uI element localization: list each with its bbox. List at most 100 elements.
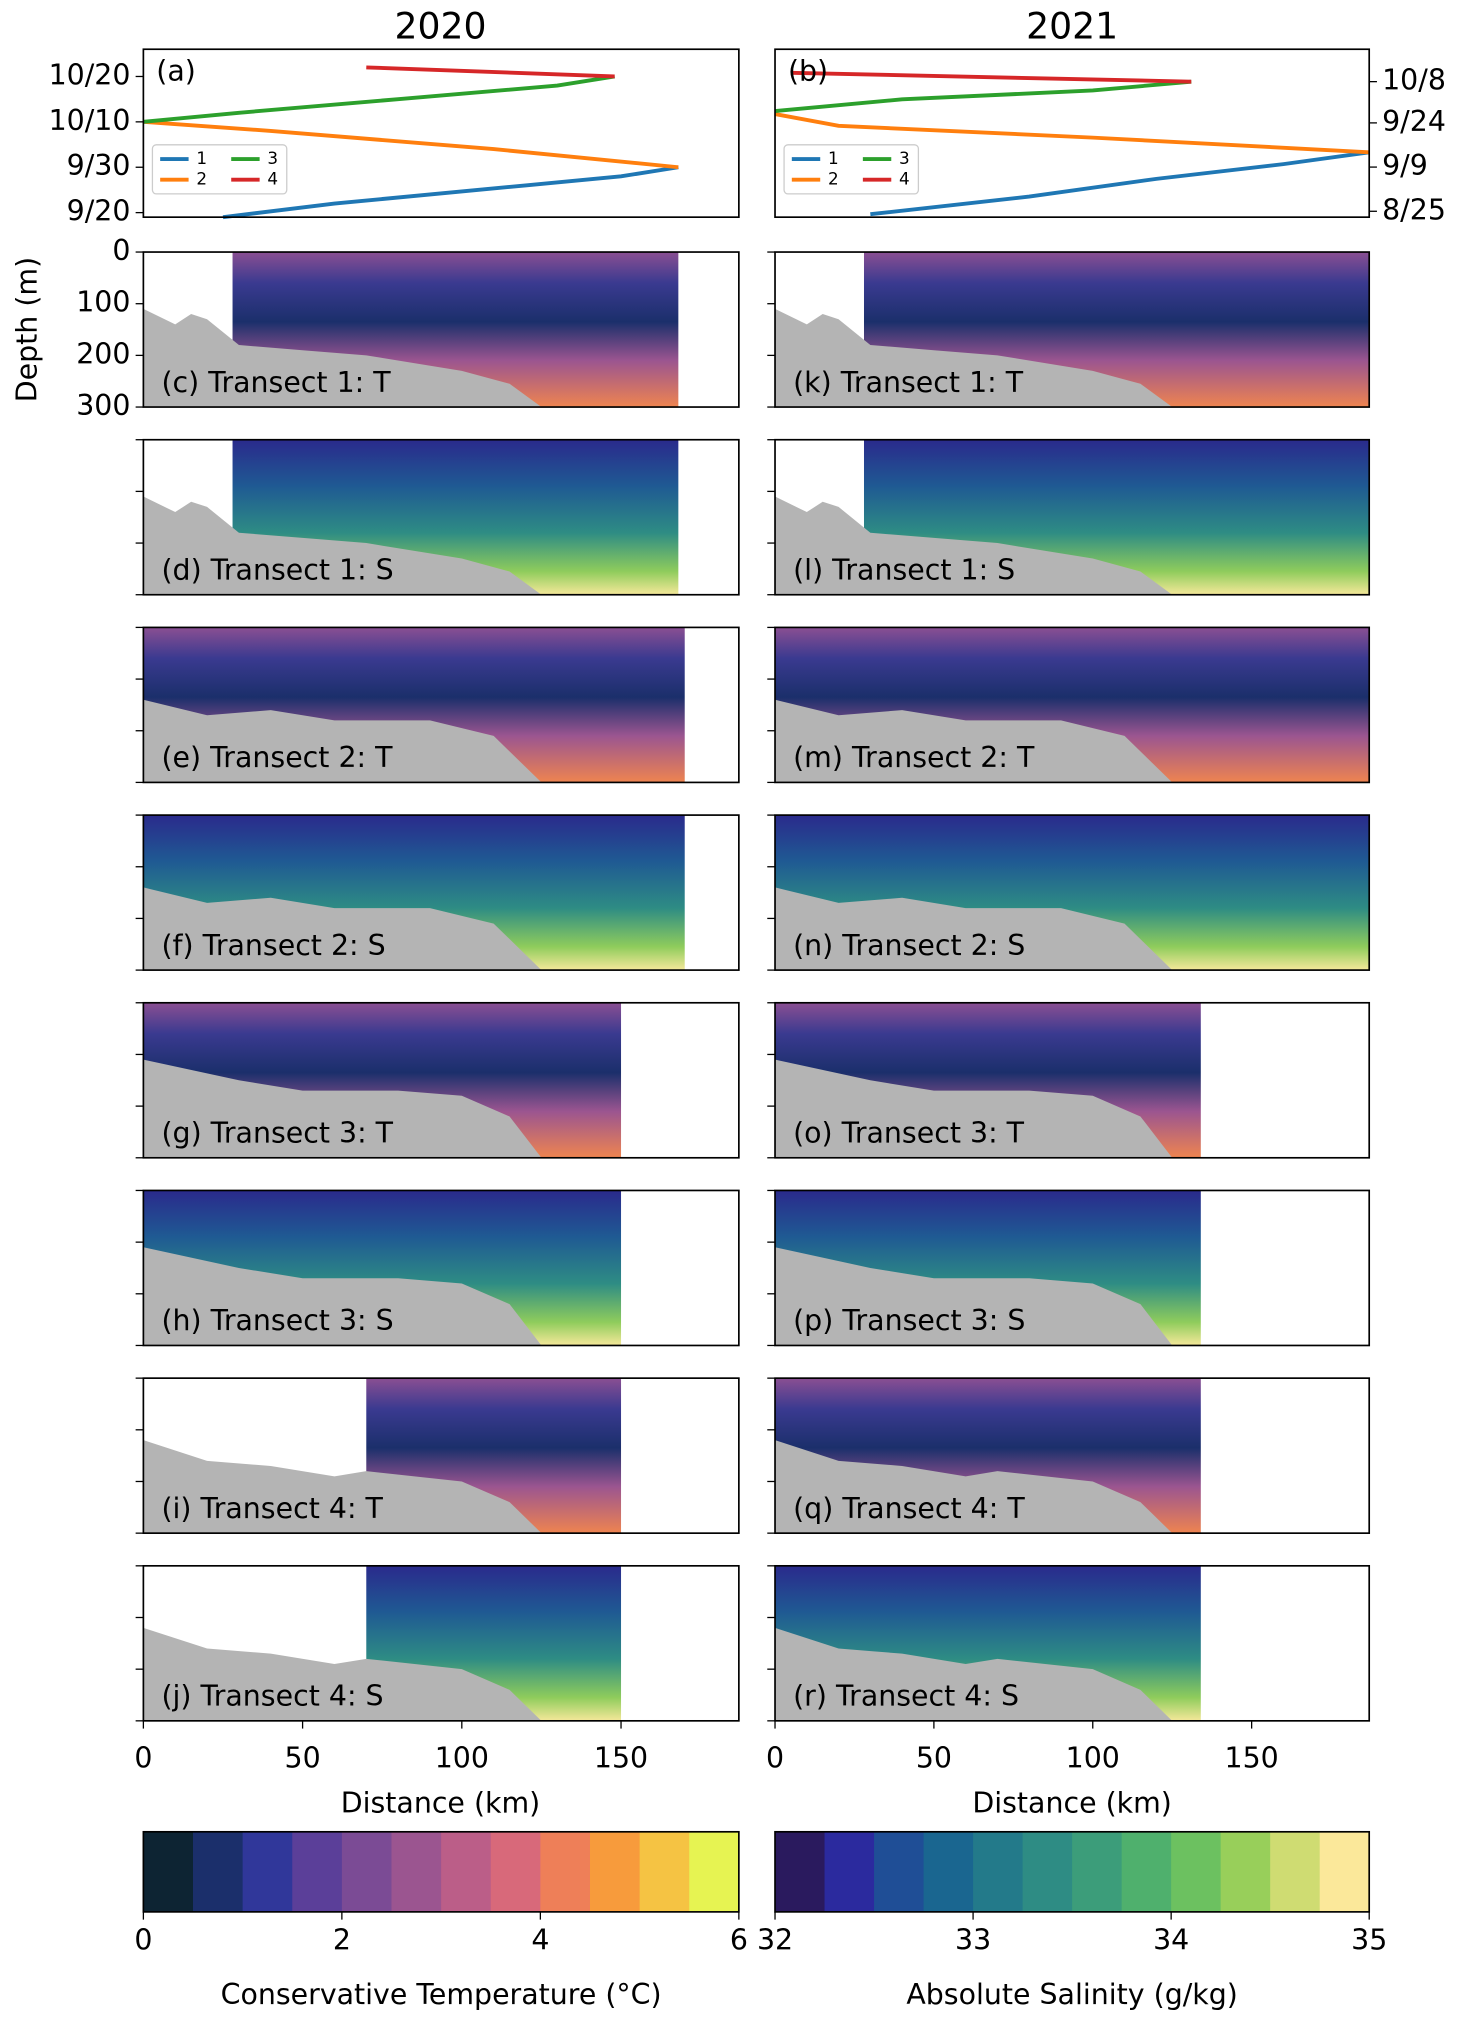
colorbar-frame: [142, 1830, 740, 1913]
colorbar-tick-label: 4: [531, 1924, 549, 1957]
legend-label: 3: [267, 148, 278, 168]
panel-label: (d) Transect 1: S: [161, 553, 393, 586]
x-axis-label: Distance (km): [341, 1787, 541, 1820]
y-tick-label: 200: [76, 337, 130, 370]
seafloor: [143, 1059, 542, 1158]
y-tick-label: 9/9: [1382, 149, 1428, 182]
colorbar-bin: [1220, 1831, 1271, 1912]
seafloor: [775, 887, 1173, 971]
legend-label: 2: [828, 169, 839, 189]
series-line: [790, 70, 1192, 84]
colorbar-tick-label: 2: [333, 1924, 351, 1957]
x-tick-label: 50: [916, 1742, 952, 1775]
series-line: [366, 65, 615, 79]
seafloor: [775, 496, 1173, 595]
plot-frame: [774, 438, 1371, 596]
panel-label: (e) Transect 2: T: [161, 741, 393, 774]
colorbar-bin: [143, 1831, 194, 1912]
series-line: [774, 112, 1370, 155]
plot-frame: [142, 1564, 740, 1722]
y-tick-label: 10/20: [49, 58, 131, 91]
colorbar-tick-label: 6: [730, 1924, 748, 1957]
seafloor: [775, 699, 1173, 783]
y-tick-label: 8/25: [1382, 193, 1446, 226]
colorbar-bin: [341, 1831, 393, 1912]
plot-frame: [774, 1001, 1371, 1159]
plot-frame: [774, 251, 1371, 408]
x-tick-label: 100: [435, 1742, 489, 1775]
seafloor: [143, 496, 542, 595]
x-tick-label: 0: [134, 1742, 152, 1775]
panel-label: (o) Transect 3: T: [793, 1117, 1025, 1150]
colorbar-bin: [1022, 1831, 1073, 1912]
y-tick-label: 300: [76, 389, 130, 422]
y-tick-label: 9/30: [67, 149, 131, 182]
colorbar-bin: [824, 1831, 875, 1912]
colorbar-bin: [490, 1831, 542, 1912]
colorbar-tick-label: 35: [1351, 1924, 1387, 1957]
plot-frame: [774, 1377, 1371, 1534]
series-line: [870, 150, 1370, 217]
colorbar-frame: [774, 1830, 1371, 1913]
plot-frame: [774, 48, 1371, 219]
colorbar-label: Absolute Salinity (g/kg): [906, 1978, 1238, 2011]
y-tick-label: 10/8: [1382, 64, 1446, 97]
colorbar-bin: [689, 1831, 740, 1912]
colorbar-bin: [292, 1831, 343, 1912]
legend-label: 2: [196, 169, 207, 189]
colorbar-bin: [441, 1831, 492, 1912]
colorbar-label: Conservative Temperature (°C): [221, 1978, 662, 2011]
seafloor: [775, 308, 1173, 408]
panel-label: (l) Transect 1: S: [793, 553, 1015, 586]
plot-frame: [142, 438, 740, 596]
colorbar-bin: [589, 1831, 641, 1912]
seafloor: [143, 699, 542, 783]
panel-label: (p) Transect 3: S: [793, 1304, 1025, 1337]
panel-label: (k) Transect 1: T: [793, 366, 1024, 399]
colorbar-bin: [775, 1831, 826, 1912]
panel-label: (m) Transect 2: T: [793, 741, 1035, 774]
colorbar-bin: [1121, 1831, 1172, 1912]
colorbar-bin: [242, 1831, 293, 1912]
colorbar-tick-label: 32: [757, 1924, 793, 1957]
colorbar-bin: [639, 1831, 690, 1912]
plot-frame: [142, 814, 740, 971]
column-title: 2021: [1026, 5, 1118, 48]
x-tick-label: 150: [594, 1742, 648, 1775]
y-tick-label: 100: [76, 286, 130, 319]
seafloor: [143, 1440, 542, 1534]
colorbar-bin: [540, 1831, 591, 1912]
legend-label: 4: [267, 169, 278, 189]
panel-label: (f) Transect 2: S: [161, 929, 385, 962]
panel-label: (h) Transect 3: S: [161, 1304, 393, 1337]
y-tick-label: 10/10: [49, 104, 131, 137]
panel-label: (b): [788, 54, 828, 87]
plot-frame: [774, 1564, 1371, 1722]
seafloor: [143, 887, 542, 971]
column-title: 2020: [394, 5, 486, 48]
panel-label: (r) Transect 4: S: [793, 1680, 1019, 1713]
legend-label: 4: [899, 169, 910, 189]
plot-frame: [774, 626, 1371, 784]
panel-label: (q) Transect 4: T: [793, 1492, 1025, 1525]
seafloor: [775, 1627, 1173, 1721]
colorbar-tick-label: 34: [1153, 1924, 1189, 1957]
legend-label: 1: [196, 148, 207, 168]
plot-frame: [142, 1189, 740, 1347]
x-tick-label: 100: [1066, 1742, 1120, 1775]
x-tick-label: 50: [285, 1742, 321, 1775]
colorbar-bin: [391, 1831, 442, 1912]
panel-label: (j) Transect 4: S: [161, 1680, 383, 1713]
y-axis-label: Depth (m): [10, 257, 43, 402]
colorbar-tick-label: 0: [134, 1924, 152, 1957]
plot-frame: [142, 1377, 740, 1534]
plot-frame: [774, 814, 1371, 971]
seafloor: [775, 1440, 1173, 1534]
colorbar-bin: [973, 1831, 1024, 1912]
legend-label: 3: [899, 148, 910, 168]
plot-frame: [142, 251, 740, 408]
x-axis-label: Distance (km): [972, 1787, 1172, 1820]
series-line: [774, 79, 1192, 114]
colorbar-bin: [193, 1831, 244, 1912]
